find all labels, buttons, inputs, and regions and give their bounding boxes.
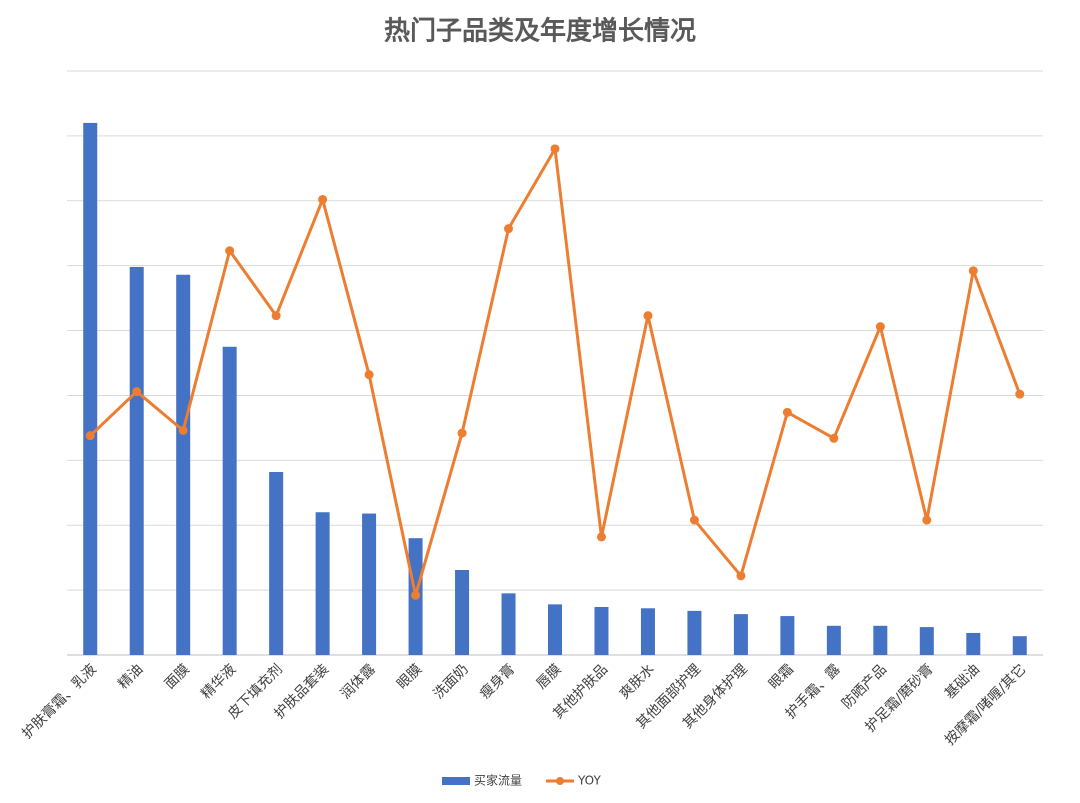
legend-swatch bbox=[556, 777, 564, 785]
bar bbox=[873, 625, 888, 655]
legend-swatch bbox=[442, 777, 470, 785]
bar bbox=[362, 513, 377, 655]
bar bbox=[594, 606, 609, 655]
line-point bbox=[411, 590, 421, 600]
line-point bbox=[457, 428, 467, 438]
line-point bbox=[271, 311, 281, 321]
bar bbox=[176, 274, 191, 655]
legend-label: YOY bbox=[577, 774, 601, 788]
bar bbox=[1012, 636, 1027, 655]
bar bbox=[687, 610, 702, 655]
line-point bbox=[364, 370, 374, 380]
bar bbox=[919, 627, 934, 655]
line-point bbox=[85, 431, 95, 441]
x-tick-label: 润体露 bbox=[338, 661, 379, 702]
line-point bbox=[132, 387, 142, 397]
line-point bbox=[550, 144, 560, 154]
line-point bbox=[782, 407, 792, 417]
x-tick-label: 基础油 bbox=[941, 661, 983, 703]
chart-title: 热门子品类及年度增长情况 bbox=[384, 16, 696, 47]
x-tick-label: 爽肤水 bbox=[617, 661, 658, 702]
line-point bbox=[829, 433, 839, 443]
bar bbox=[501, 593, 516, 655]
x-tick-label: 护肤膏霜、乳液 bbox=[19, 661, 100, 742]
x-tick-label: 精华液 bbox=[198, 661, 239, 702]
bar bbox=[548, 604, 562, 655]
bar bbox=[129, 266, 144, 655]
x-tick-label: 眼膜 bbox=[394, 661, 425, 692]
bar bbox=[733, 614, 748, 655]
x-tick-label: 眼霜 bbox=[766, 661, 797, 692]
x-tick-label: 瘦身膏 bbox=[476, 661, 518, 703]
bar bbox=[83, 122, 98, 655]
bar bbox=[455, 569, 470, 655]
line-point bbox=[875, 322, 885, 332]
line-point bbox=[643, 311, 653, 321]
line-point bbox=[1015, 389, 1025, 399]
line-point bbox=[922, 515, 932, 525]
line-point bbox=[596, 532, 606, 542]
x-tick-label: 精油 bbox=[115, 661, 146, 692]
x-tick-label: 面膜 bbox=[162, 661, 193, 692]
line-point bbox=[178, 425, 188, 435]
bar bbox=[826, 625, 841, 655]
bar bbox=[640, 608, 655, 655]
x-tick-label: 唇膜 bbox=[534, 661, 565, 692]
line-point bbox=[504, 224, 514, 234]
bar bbox=[222, 346, 237, 655]
bar bbox=[315, 512, 330, 655]
line-point bbox=[689, 515, 699, 525]
legend-label: 买家流量 bbox=[474, 773, 522, 788]
line-point bbox=[736, 571, 746, 581]
bar bbox=[780, 616, 795, 655]
line-point bbox=[968, 266, 978, 276]
x-tick-label: 按摩霜/啫喱/其它 bbox=[941, 661, 1029, 749]
bar bbox=[269, 472, 284, 655]
line-point bbox=[318, 194, 328, 204]
x-tick-label: 洗面奶 bbox=[431, 661, 472, 702]
bar bbox=[966, 632, 981, 655]
line-point bbox=[225, 246, 235, 256]
